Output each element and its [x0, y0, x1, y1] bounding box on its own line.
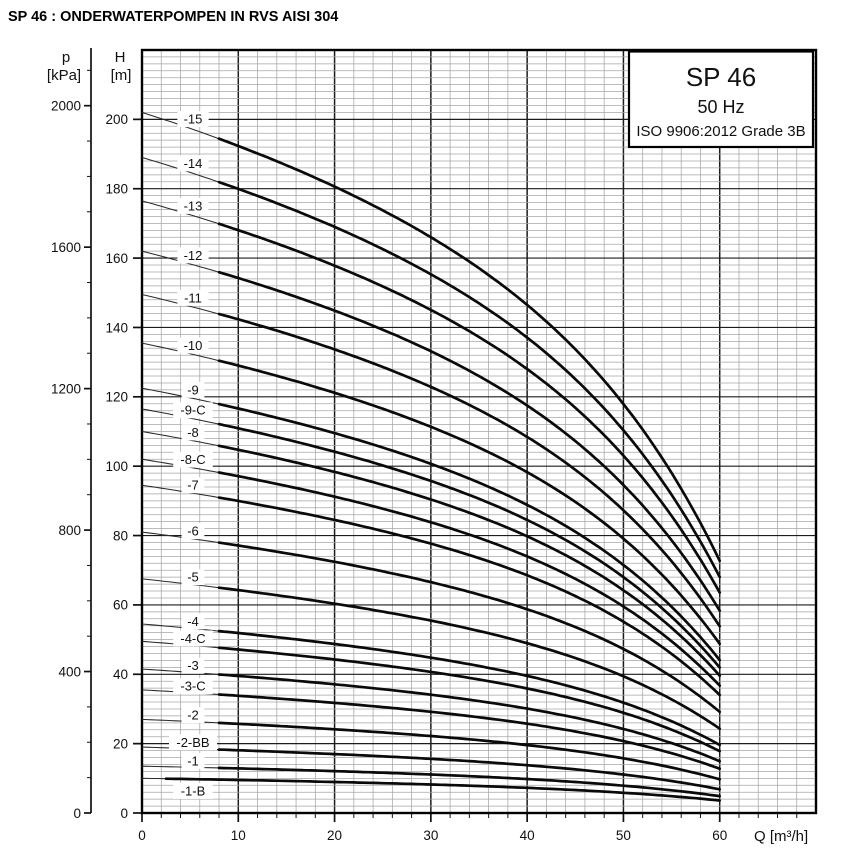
axis-ticks [84, 69, 798, 822]
pump-curve-9 [217, 402, 722, 662]
pump-curves [141, 111, 722, 802]
pump-curve-13 [217, 222, 722, 594]
pump-curve-14 [217, 180, 722, 579]
x-tick-30: 30 [423, 828, 438, 843]
page-title: SP 46 : ONDERWATERPOMPEN IN RVS AISI 304 [8, 9, 338, 25]
pump-curve-7 [217, 496, 722, 697]
p-tick-0: 0 [73, 806, 81, 821]
pump-curve-labels: -15 -14 -13 -12 -11 -10 -9 -9-C -8 -8-C -7 -6 -5 -4 -4… [169, 111, 217, 799]
p-tick-1200: 1200 [51, 381, 81, 396]
h-tick-60: 60 [113, 598, 128, 613]
p-axis-unit: [kPa] [47, 67, 81, 84]
pump-curve-2-BB [217, 748, 722, 791]
axis-tick-labels: 0 10 20 30 40 50 60 0 20 40 60 80 100 120 140 160 180 200… [51, 98, 727, 843]
x-tick-0: 0 [138, 828, 146, 843]
p-tick-400: 400 [58, 664, 81, 679]
pump-curve-1-B [164, 777, 722, 802]
pump-curve-4-C [217, 646, 722, 753]
curve-label-9-C: -9-C [180, 403, 205, 418]
x-tick-40: 40 [520, 828, 535, 843]
pump-curve-8 [217, 444, 722, 678]
pump-curve-3-C [217, 693, 722, 771]
grid-lines [142, 50, 816, 813]
curve-label-7: -7 [187, 478, 199, 493]
x-axis-label: Q [m³/h] [754, 828, 808, 845]
pump-curve-9-C [217, 422, 722, 669]
curve-label-9: -9 [187, 382, 199, 397]
pump-curve-12 [217, 270, 722, 613]
curve-label-10: -10 [184, 338, 203, 353]
pump-curve-10 [217, 359, 722, 646]
curve-label-1-B: -1-B [181, 783, 206, 798]
h-tick-100: 100 [105, 459, 128, 474]
pump-curve-15 [217, 137, 722, 563]
h-tick-80: 80 [113, 528, 128, 543]
p-tick-2000: 2000 [51, 98, 81, 113]
pump-curve-3 [217, 673, 722, 763]
legend-box: SP 46 50 Hz ISO 9906:2012 Grade 3B [627, 50, 815, 149]
pump-curve-5 [217, 586, 722, 731]
curve-label-4-C: -4-C [180, 631, 205, 646]
h-tick-20: 20 [113, 736, 128, 751]
x-tick-50: 50 [616, 828, 631, 843]
legend-frame [627, 50, 815, 149]
x-tick-20: 20 [327, 828, 342, 843]
curve-label-3-C: -3-C [180, 679, 205, 694]
curve-label-14: -14 [184, 156, 203, 171]
legend-standard: ISO 9906:2012 Grade 3B [636, 123, 805, 140]
curve-label-15: -15 [184, 112, 203, 127]
curve-label-6: -6 [187, 524, 199, 539]
h-axis-unit: [m] [111, 67, 132, 84]
p-tick-1600: 1600 [51, 240, 81, 255]
legend-frequency: 50 Hz [697, 97, 744, 117]
pump-curve-2 [217, 721, 722, 781]
curve-label-4: -4 [187, 614, 199, 629]
h-tick-120: 120 [105, 390, 128, 405]
h-tick-40: 40 [113, 667, 128, 682]
curve-label-12: -12 [184, 248, 203, 263]
legend-model: SP 46 [686, 62, 756, 92]
curve-label-8-C: -8-C [180, 452, 205, 467]
pump-curve-1 [217, 766, 722, 798]
curve-label-13: -13 [184, 198, 203, 213]
pump-curve-11 [217, 312, 722, 628]
x-tick-10: 10 [231, 828, 246, 843]
curve-label-2: -2 [187, 708, 199, 723]
pump-curve-6 [217, 541, 722, 714]
pump-curve-4 [217, 629, 722, 747]
h-tick-160: 160 [105, 251, 128, 266]
h-tick-180: 180 [105, 182, 128, 197]
h-tick-140: 140 [105, 320, 128, 335]
curve-label-11: -11 [184, 290, 202, 305]
h-tick-200: 200 [105, 112, 128, 127]
x-tick-60: 60 [712, 828, 727, 843]
curve-label-3: -3 [187, 658, 199, 673]
p-tick-800: 800 [58, 523, 81, 538]
curve-label-5: -5 [187, 570, 199, 585]
h-axis-symbol: H [115, 49, 126, 66]
pump-curve-8-C [217, 471, 722, 687]
curve-label-8: -8 [187, 425, 199, 440]
curve-label-1: -1 [187, 754, 199, 769]
curve-label-2-BB: -2-BB [176, 735, 209, 750]
h-tick-0: 0 [120, 806, 128, 821]
p-axis-symbol: p [62, 49, 70, 66]
